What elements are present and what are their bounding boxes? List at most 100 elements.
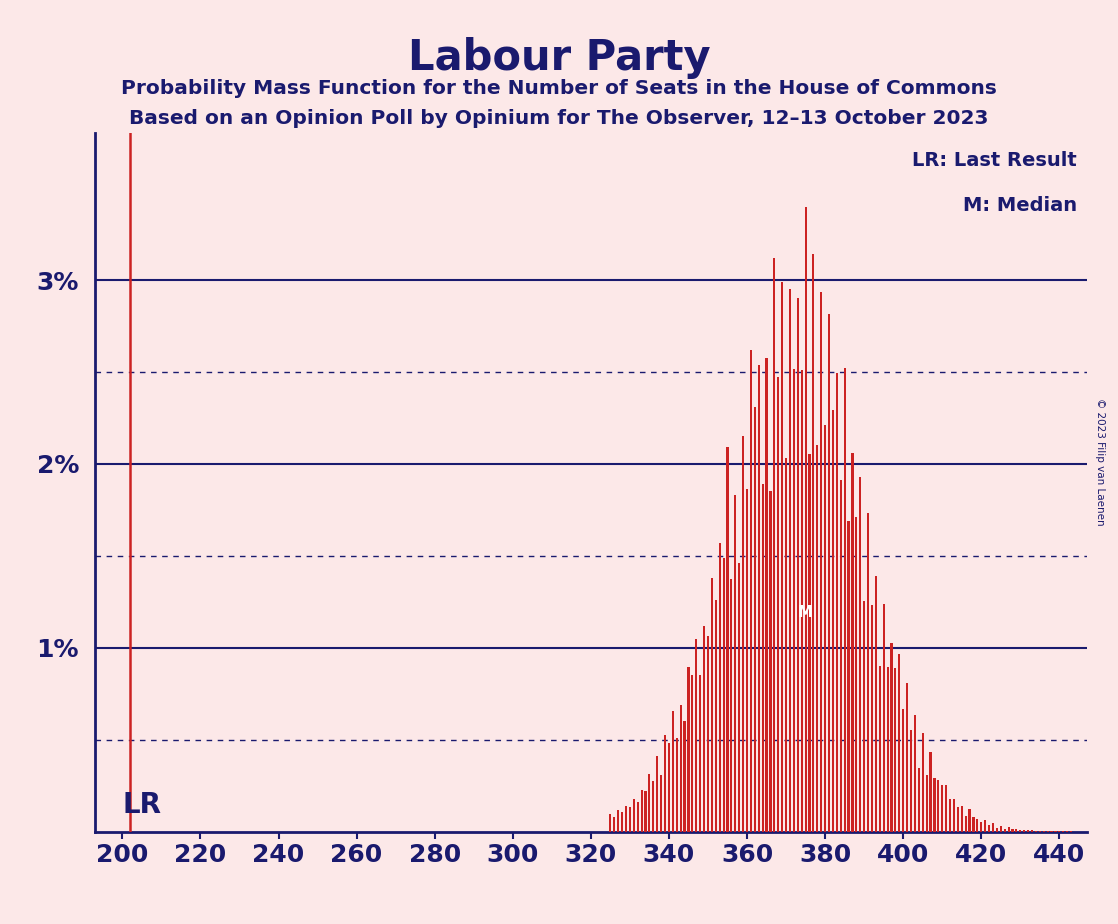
Bar <box>813 254 815 832</box>
Bar <box>960 806 963 832</box>
Bar <box>761 483 764 832</box>
Bar <box>766 359 768 832</box>
Bar <box>769 491 771 832</box>
Bar <box>777 377 779 832</box>
Bar <box>695 638 698 832</box>
Bar <box>855 517 858 832</box>
Bar <box>625 806 627 832</box>
Bar <box>805 207 807 832</box>
Bar <box>816 445 818 832</box>
Bar <box>882 603 884 832</box>
Bar <box>929 752 931 832</box>
Bar <box>836 372 837 832</box>
Bar <box>984 821 986 832</box>
Text: Labour Party: Labour Party <box>408 37 710 79</box>
Bar <box>1023 830 1025 832</box>
Bar <box>707 636 709 832</box>
Bar <box>656 756 659 832</box>
Bar <box>847 521 850 832</box>
Bar <box>874 576 877 832</box>
Bar <box>937 780 939 832</box>
Bar <box>703 626 705 832</box>
Bar <box>980 822 983 832</box>
Bar <box>921 733 923 832</box>
Bar <box>1015 829 1017 832</box>
Bar <box>652 781 654 832</box>
Bar <box>785 457 787 832</box>
Bar <box>633 799 635 832</box>
Bar <box>699 675 701 832</box>
Bar <box>902 709 904 832</box>
Bar <box>714 600 717 832</box>
Bar <box>781 282 784 832</box>
Bar <box>672 711 674 832</box>
Text: © 2023 Filip van Laenen: © 2023 Filip van Laenen <box>1096 398 1105 526</box>
Bar <box>926 775 928 832</box>
Bar <box>999 826 1002 832</box>
Bar <box>844 368 845 832</box>
Bar <box>828 314 830 832</box>
Bar <box>824 425 826 832</box>
Bar <box>949 798 951 832</box>
Bar <box>941 785 944 832</box>
Bar <box>688 667 690 832</box>
Bar <box>613 818 615 832</box>
Bar <box>887 667 889 832</box>
Bar <box>738 563 740 832</box>
Bar <box>996 828 998 832</box>
Bar <box>664 735 666 832</box>
Text: M: M <box>798 605 813 620</box>
Bar <box>832 409 834 832</box>
Bar <box>641 789 643 832</box>
Bar <box>1004 829 1006 832</box>
Bar <box>730 579 732 832</box>
Bar <box>675 738 678 832</box>
Bar <box>894 668 897 832</box>
Bar <box>934 778 936 832</box>
Bar <box>660 774 662 832</box>
Bar <box>774 259 776 832</box>
Bar <box>945 785 947 832</box>
Bar <box>852 453 853 832</box>
Bar <box>691 675 693 832</box>
Bar <box>1020 830 1022 832</box>
Bar <box>918 768 920 832</box>
Bar <box>988 824 991 832</box>
Text: LR: LR <box>122 791 161 819</box>
Bar <box>750 350 752 832</box>
Bar <box>866 513 869 832</box>
Bar <box>609 814 612 832</box>
Bar <box>968 808 970 832</box>
Bar <box>1031 831 1033 832</box>
Bar <box>800 371 803 832</box>
Bar <box>644 791 646 832</box>
Bar <box>898 654 900 832</box>
Bar <box>906 683 908 832</box>
Bar <box>628 808 631 832</box>
Bar <box>727 447 729 832</box>
Bar <box>667 743 670 832</box>
Bar <box>758 365 760 832</box>
Bar <box>879 666 881 832</box>
Bar <box>746 489 748 832</box>
Bar <box>797 298 799 832</box>
Bar <box>871 604 873 832</box>
Bar <box>754 407 756 832</box>
Bar <box>910 730 912 832</box>
Bar <box>808 454 811 832</box>
Bar <box>620 812 623 832</box>
Bar <box>913 715 916 832</box>
Bar <box>722 557 724 832</box>
Bar <box>859 477 861 832</box>
Text: Probability Mass Function for the Number of Seats in the House of Commons: Probability Mass Function for the Number… <box>121 79 997 98</box>
Bar <box>821 292 822 832</box>
Text: M: Median: M: Median <box>963 196 1077 215</box>
Text: Based on an Opinion Poll by Opinium for The Observer, 12–13 October 2023: Based on an Opinion Poll by Opinium for … <box>130 109 988 128</box>
Bar <box>648 773 651 832</box>
Bar <box>1012 830 1014 832</box>
Bar <box>793 369 795 832</box>
Bar <box>1007 828 1010 832</box>
Bar <box>863 601 865 832</box>
Bar <box>617 809 619 832</box>
Bar <box>1027 831 1030 832</box>
